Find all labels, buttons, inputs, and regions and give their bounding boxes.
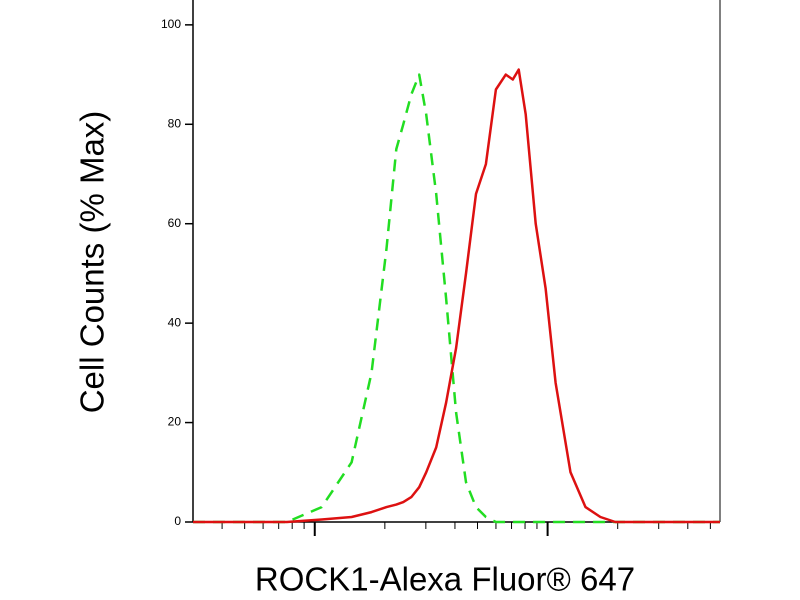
series-line xyxy=(193,68,720,524)
y-tick-label: 20 xyxy=(168,415,182,429)
y-tick-label: 60 xyxy=(168,216,182,230)
y-tick-label: 80 xyxy=(168,116,182,130)
y-tick-label: 40 xyxy=(168,315,182,329)
y-axis-title: Cell Counts (% Max) xyxy=(74,111,111,414)
x-axis-title: ROCK1-Alexa Fluor® 647 xyxy=(255,561,635,598)
y-tick-label: 0 xyxy=(174,514,181,528)
y-tick-label: 100 xyxy=(161,17,181,31)
series-line xyxy=(193,73,720,524)
